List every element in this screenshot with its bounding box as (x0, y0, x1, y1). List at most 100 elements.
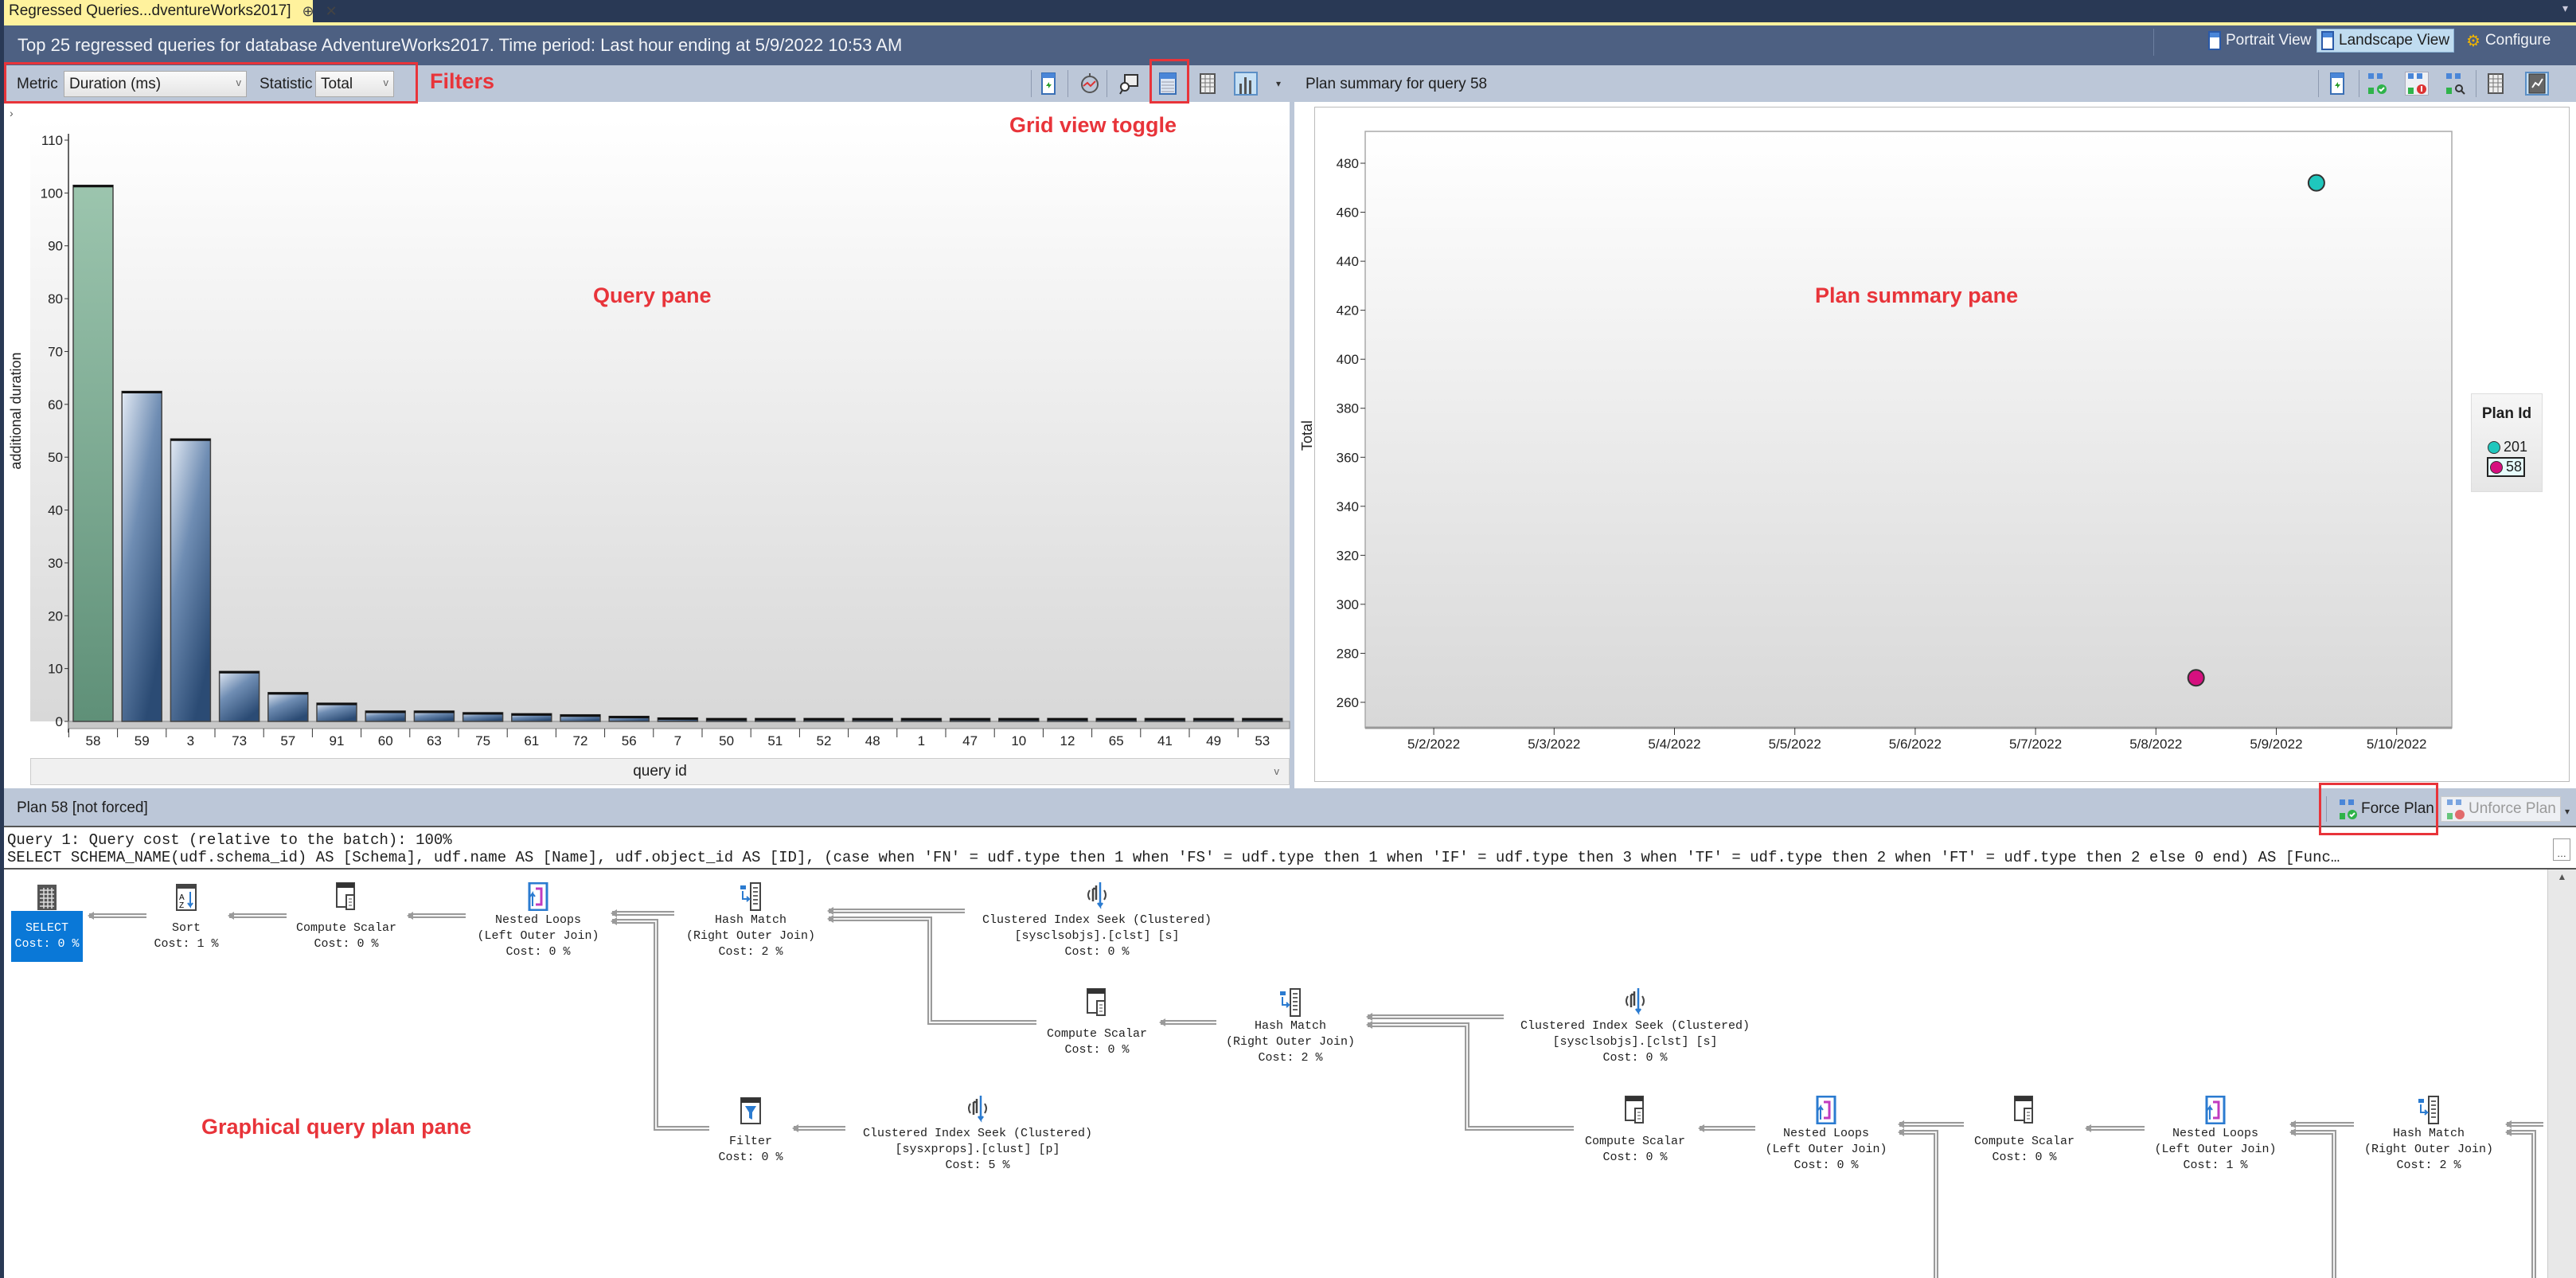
plan-node-hash-match[interactable]: Hash Match (Right Outer Join) Cost: 2 % (1155, 987, 1426, 1068)
filters-annotation: Filters (430, 69, 495, 93)
plan-connector-arrow (2289, 1128, 2336, 1278)
grid-view-toggle[interactable] (1156, 72, 1180, 96)
scroll-up-icon[interactable]: ▲ (2557, 871, 2567, 882)
plan-connector-arrow (792, 1124, 845, 1132)
plan-node-text: Cost: 0 % (14, 937, 80, 951)
plan-connector-arrow (228, 912, 287, 920)
chart-view-toggle[interactable] (2525, 72, 2549, 96)
plan-point-58[interactable] (2187, 669, 2205, 687)
document-tab[interactable]: Regressed Queries...dventureWorks2017] ⊕… (4, 0, 338, 22)
force-plan-button[interactable]: Force Plan (2334, 796, 2438, 822)
plan-node-sort[interactable]: A Z Sort Cost: 1 % (51, 881, 322, 962)
plan-node-nested-loops[interactable]: Nested Loops (Left Outer Join) Cost: 0 % (1691, 1094, 1961, 1175)
unforce-plan-button[interactable]: Unforce Plan (2441, 796, 2561, 822)
query-pane-annotation: Query pane (593, 283, 712, 307)
bar-query-49[interactable] (1192, 717, 1235, 722)
plan-node-compute-scalar[interactable]: Compute Scalar Cost: 0 % (1889, 1094, 2160, 1175)
bar-query-63[interactable] (413, 710, 455, 722)
plan-connector-arrow (407, 912, 466, 920)
refresh-button[interactable] (2325, 72, 2349, 96)
compare-plans-button[interactable] (2443, 72, 2467, 96)
bar-query-48[interactable] (852, 717, 893, 722)
plan-node-nested-loops[interactable]: Nested Loops (Left Outer Join) Cost: 0 % (403, 881, 673, 962)
track-query-button[interactable] (1078, 72, 1102, 96)
bar-query-50[interactable] (705, 717, 747, 722)
bar-query-52[interactable] (803, 717, 845, 722)
plan-node-filter[interactable]: Filter Cost: 0 % (615, 1094, 886, 1175)
plan-node-label: Compute Scalar Cost: 0 % (1585, 1124, 1685, 1175)
chevron-down-icon: v (236, 76, 242, 88)
bar-query-60[interactable] (365, 710, 406, 722)
bar-query-10[interactable] (998, 717, 1040, 722)
bar-query-41[interactable] (1144, 717, 1186, 722)
pin-icon[interactable]: ⊕ (302, 3, 314, 19)
bar-query-1[interactable] (900, 717, 943, 722)
toolbar-overflow-icon[interactable]: ▾ (2565, 806, 2570, 817)
metric-dropdown[interactable]: Duration (ms) v (64, 71, 247, 97)
bar-query-57[interactable] (267, 692, 309, 722)
legend-item-58[interactable]: 58 (2487, 457, 2526, 477)
svg-text:A: A (179, 893, 185, 902)
bar-query-3[interactable] (170, 438, 212, 722)
refresh-button[interactable] (1036, 72, 1060, 96)
portrait-view-button[interactable]: Portrait View (2204, 29, 2315, 53)
plan-node-index-seek[interactable]: Clustered Index Seek (Clustered) [sysclso… (1500, 987, 1770, 1068)
plan-point-201[interactable] (2307, 174, 2325, 192)
force-plan-toolbar-button[interactable] (2365, 72, 2389, 96)
bar-query-73[interactable] (218, 670, 260, 722)
legend-item-201[interactable]: 201 (2488, 439, 2542, 455)
query-pane-toolbar: Metric Duration (ms) v Statistic Total v ▾ (4, 65, 1290, 102)
query-id-axis-bar[interactable]: query id v (30, 758, 1290, 785)
view-query-icon (1119, 74, 1138, 95)
plan-node-index-seek[interactable]: Clustered Index Seek (Clustered) [sysxpro… (842, 1094, 1113, 1175)
legend-label: 201 (2504, 439, 2528, 455)
pane-splitter[interactable] (1290, 65, 1294, 788)
expand-text-button[interactable]: … (2553, 838, 2570, 861)
plan-node-hash-match[interactable]: Hash Match (Right Outer Join) Cost: 2 % (615, 881, 886, 962)
expand-icon[interactable]: › (10, 107, 14, 119)
view-query-button[interactable] (1117, 72, 1141, 96)
grid-view-button[interactable] (2484, 72, 2508, 96)
grid-view-toggle-annotation: Grid view toggle (1009, 113, 1177, 137)
bar-query-12[interactable] (1047, 717, 1088, 722)
bar-query-91[interactable] (316, 702, 357, 722)
query-text-area[interactable]: Query 1: Query cost (relative to the bat… (4, 826, 2576, 870)
chart-view-toggle[interactable] (1234, 72, 1258, 96)
bar-query-53[interactable] (1242, 717, 1283, 722)
force-plan-icon (2340, 799, 2357, 819)
bar-query-75[interactable] (462, 712, 504, 722)
bar-query-59[interactable] (121, 390, 162, 722)
bar-query-72[interactable] (560, 713, 601, 722)
configure-button[interactable]: ⚙ Configure (2462, 29, 2555, 53)
plan-node-compute-scalar[interactable]: Compute Scalar Cost: 0 % (962, 987, 1232, 1068)
plan-node-compute-scalar[interactable]: Compute Scalar Cost: 0 % (1500, 1094, 1770, 1175)
bar-query-51[interactable] (755, 717, 796, 722)
plan-vertical-scrollbar[interactable]: ▲ (2547, 870, 2576, 1278)
report-header: Top 25 regressed queries for database Ad… (4, 25, 2576, 65)
grid-columns-button[interactable] (1196, 72, 1220, 96)
plan-node-nested-loops[interactable]: Nested Loops (Left Outer Join) Cost: 1 % (2080, 1094, 2351, 1175)
toolbar-overflow-icon[interactable]: ▾ (1276, 78, 1282, 89)
plan-node-select[interactable]: SELECT Cost: 0 % (0, 881, 182, 962)
bar-query-61[interactable] (511, 713, 552, 722)
unforce-plan-toolbar-button[interactable] (2405, 72, 2429, 96)
portrait-view-label: Portrait View (2226, 32, 2312, 49)
bar-query-47[interactable] (949, 717, 991, 722)
plan-node-text: [sysclsobjs].[clst] [s] (1014, 929, 1180, 943)
plan-node-compute-scalar[interactable]: Compute Scalar Cost: 0 % (211, 881, 482, 962)
bar-query-56[interactable] (608, 715, 650, 722)
landscape-view-button[interactable]: Landscape View (2316, 29, 2455, 53)
bar-query-65[interactable] (1095, 717, 1137, 722)
plan-node-index-seek[interactable]: Clustered Index Seek (Clustered) [sysclso… (962, 881, 1232, 962)
select-icon (37, 881, 57, 911)
bar-query-7[interactable] (657, 717, 699, 722)
bar-query-58[interactable] (72, 184, 114, 722)
close-icon[interactable]: ✕ (325, 3, 338, 19)
statistic-dropdown[interactable]: Total v (315, 71, 394, 97)
legend-marker-icon (2488, 440, 2500, 454)
tab-overflow-icon[interactable]: ▾ (2562, 2, 2568, 14)
query-id-label: query id (633, 763, 687, 780)
plan-node-hash-match[interactable]: Hash Match (Right Outer Join) Cost: 2 % (2293, 1094, 2564, 1175)
chevron-down-icon: v (1274, 765, 1280, 777)
